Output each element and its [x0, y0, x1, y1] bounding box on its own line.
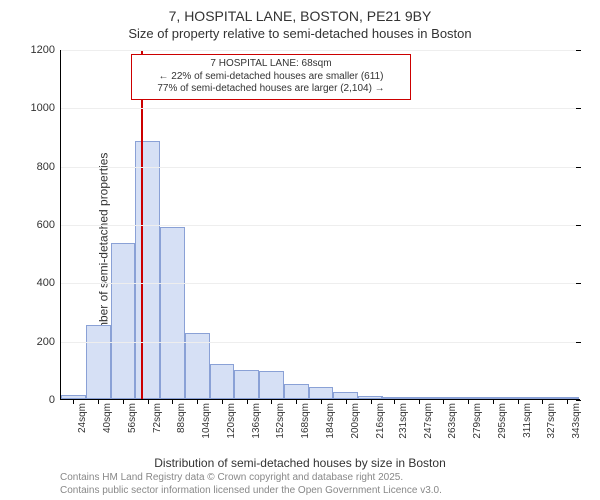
x-tick-mark: [197, 399, 198, 404]
x-tick-label: 279sqm: [472, 403, 483, 439]
x-tick-mark: [296, 399, 297, 404]
annotation-line3: 77% of semi-detached houses are larger (…: [138, 83, 404, 96]
annotation-line1: 7 HOSPITAL LANE: 68sqm: [138, 58, 404, 71]
x-tick-mark: [321, 399, 322, 404]
y-tick-label: 600: [37, 219, 55, 231]
y-tick-label: 0: [49, 394, 55, 406]
x-tick-label: 120sqm: [226, 403, 237, 439]
x-tick-label: 231sqm: [398, 403, 409, 439]
x-tick-mark: [172, 399, 173, 404]
x-tick-mark: [419, 399, 420, 404]
x-tick-label: 263sqm: [447, 403, 458, 439]
x-tick-mark: [468, 399, 469, 404]
gridline-h: [61, 342, 580, 343]
x-tick-mark: [222, 399, 223, 404]
x-tick-mark: [98, 399, 99, 404]
credits: Contains HM Land Registry data © Crown c…: [60, 472, 442, 497]
histogram-bar: [185, 333, 210, 399]
x-tick-label: 216sqm: [375, 403, 386, 439]
chart-container: 7, HOSPITAL LANE, BOSTON, PE21 9BY Size …: [0, 0, 600, 500]
histogram-bar: [210, 364, 235, 399]
x-tick-label: 327sqm: [546, 403, 557, 439]
y-tick-mark: [576, 50, 581, 51]
x-tick-mark: [443, 399, 444, 404]
x-tick-label: 72sqm: [152, 403, 163, 433]
gridline-h: [61, 167, 580, 168]
histogram-bar: [234, 370, 259, 399]
y-tick-mark: [576, 225, 581, 226]
annotation-box: 7 HOSPITAL LANE: 68sqm ← 22% of semi-det…: [131, 54, 411, 100]
x-tick-label: 136sqm: [251, 403, 262, 439]
gridline-h: [61, 108, 580, 109]
gridline-h: [61, 283, 580, 284]
x-tick-label: 200sqm: [350, 403, 361, 439]
y-tick-label: 200: [37, 336, 55, 348]
x-tick-mark: [346, 399, 347, 404]
gridline-h: [61, 50, 580, 51]
x-tick-label: 152sqm: [275, 403, 286, 439]
histogram-bar: [259, 371, 284, 399]
x-tick-mark: [247, 399, 248, 404]
x-tick-mark: [371, 399, 372, 404]
x-tick-label: 343sqm: [571, 403, 582, 439]
x-tick-mark: [394, 399, 395, 404]
y-tick-mark: [576, 108, 581, 109]
x-tick-mark: [567, 399, 568, 404]
x-tick-mark: [271, 399, 272, 404]
x-tick-label: 168sqm: [300, 403, 311, 439]
x-tick-label: 184sqm: [325, 403, 336, 439]
x-axis-label: Distribution of semi-detached houses by …: [0, 456, 600, 470]
y-tick-mark: [576, 283, 581, 284]
x-tick-label: 56sqm: [127, 403, 138, 433]
histogram-bar: [86, 325, 111, 399]
x-tick-mark: [542, 399, 543, 404]
plot-area: 7 HOSPITAL LANE: 68sqm ← 22% of semi-det…: [60, 50, 580, 400]
credits-line2: Contains public sector information licen…: [60, 485, 442, 498]
x-tick-mark: [493, 399, 494, 404]
histogram-bar: [284, 384, 309, 399]
x-tick-mark: [123, 399, 124, 404]
histogram-bar: [135, 141, 160, 399]
x-tick-label: 104sqm: [201, 403, 212, 439]
histogram-bar: [309, 387, 334, 399]
y-tick-label: 1000: [31, 102, 55, 114]
x-tick-label: 295sqm: [497, 403, 508, 439]
x-tick-mark: [518, 399, 519, 404]
x-tick-label: 24sqm: [77, 403, 88, 433]
y-tick-mark: [576, 342, 581, 343]
gridline-h: [61, 225, 580, 226]
y-tick-label: 1200: [31, 44, 55, 56]
x-tick-mark: [73, 399, 74, 404]
histogram-bar: [111, 243, 136, 399]
annotation-line2: ← 22% of semi-detached houses are smalle…: [138, 71, 404, 84]
y-tick-label: 800: [37, 161, 55, 173]
x-tick-mark: [148, 399, 149, 404]
y-tick-mark: [576, 400, 581, 401]
x-tick-label: 40sqm: [102, 403, 113, 433]
histogram-bar: [160, 227, 185, 399]
x-tick-label: 311sqm: [522, 403, 533, 438]
y-tick-mark: [576, 167, 581, 168]
x-tick-label: 247sqm: [423, 403, 434, 439]
histogram-bar: [333, 392, 358, 399]
chart-title-line1: 7, HOSPITAL LANE, BOSTON, PE21 9BY: [0, 8, 600, 24]
credits-line1: Contains HM Land Registry data © Crown c…: [60, 472, 442, 485]
chart-title-line2: Size of property relative to semi-detach…: [0, 26, 600, 41]
y-tick-label: 400: [37, 277, 55, 289]
x-tick-label: 88sqm: [176, 403, 187, 433]
